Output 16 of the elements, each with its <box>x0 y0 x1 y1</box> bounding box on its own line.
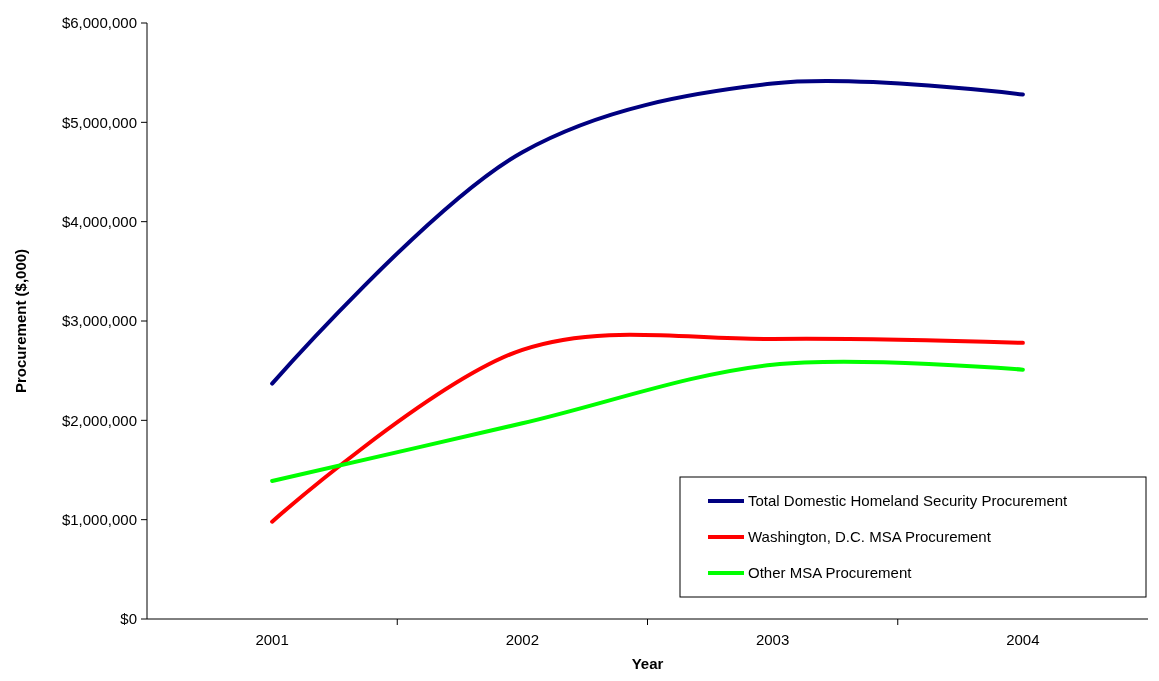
x-tick-label: 2004 <box>1006 631 1040 648</box>
y-tick-label: $6,000,000 <box>61 14 137 32</box>
y-tick-label: $4,000,000 <box>61 212 137 230</box>
legend-label: Total Domestic Homeland Security Procurement <box>748 492 1069 510</box>
x-tick-label: 2003 <box>755 631 790 648</box>
x-tick-label: 2002 <box>505 631 540 648</box>
x-axis-title: Year <box>631 655 664 672</box>
y-axis-title: Procurement ($,000) <box>12 248 29 394</box>
y-tick-label: $1,000,000 <box>61 510 137 528</box>
x-tick-label: 2001 <box>255 631 289 648</box>
y-tick-label: $5,000,000 <box>61 113 137 131</box>
y-tick-label: $2,000,000 <box>61 411 137 429</box>
legend-label: Washington, D.C. MSA Procurement <box>748 528 992 546</box>
legend-label: Other MSA Procurement <box>748 564 913 582</box>
y-tick-label: $3,000,000 <box>61 312 137 330</box>
y-tick-label: $0 <box>120 610 137 628</box>
